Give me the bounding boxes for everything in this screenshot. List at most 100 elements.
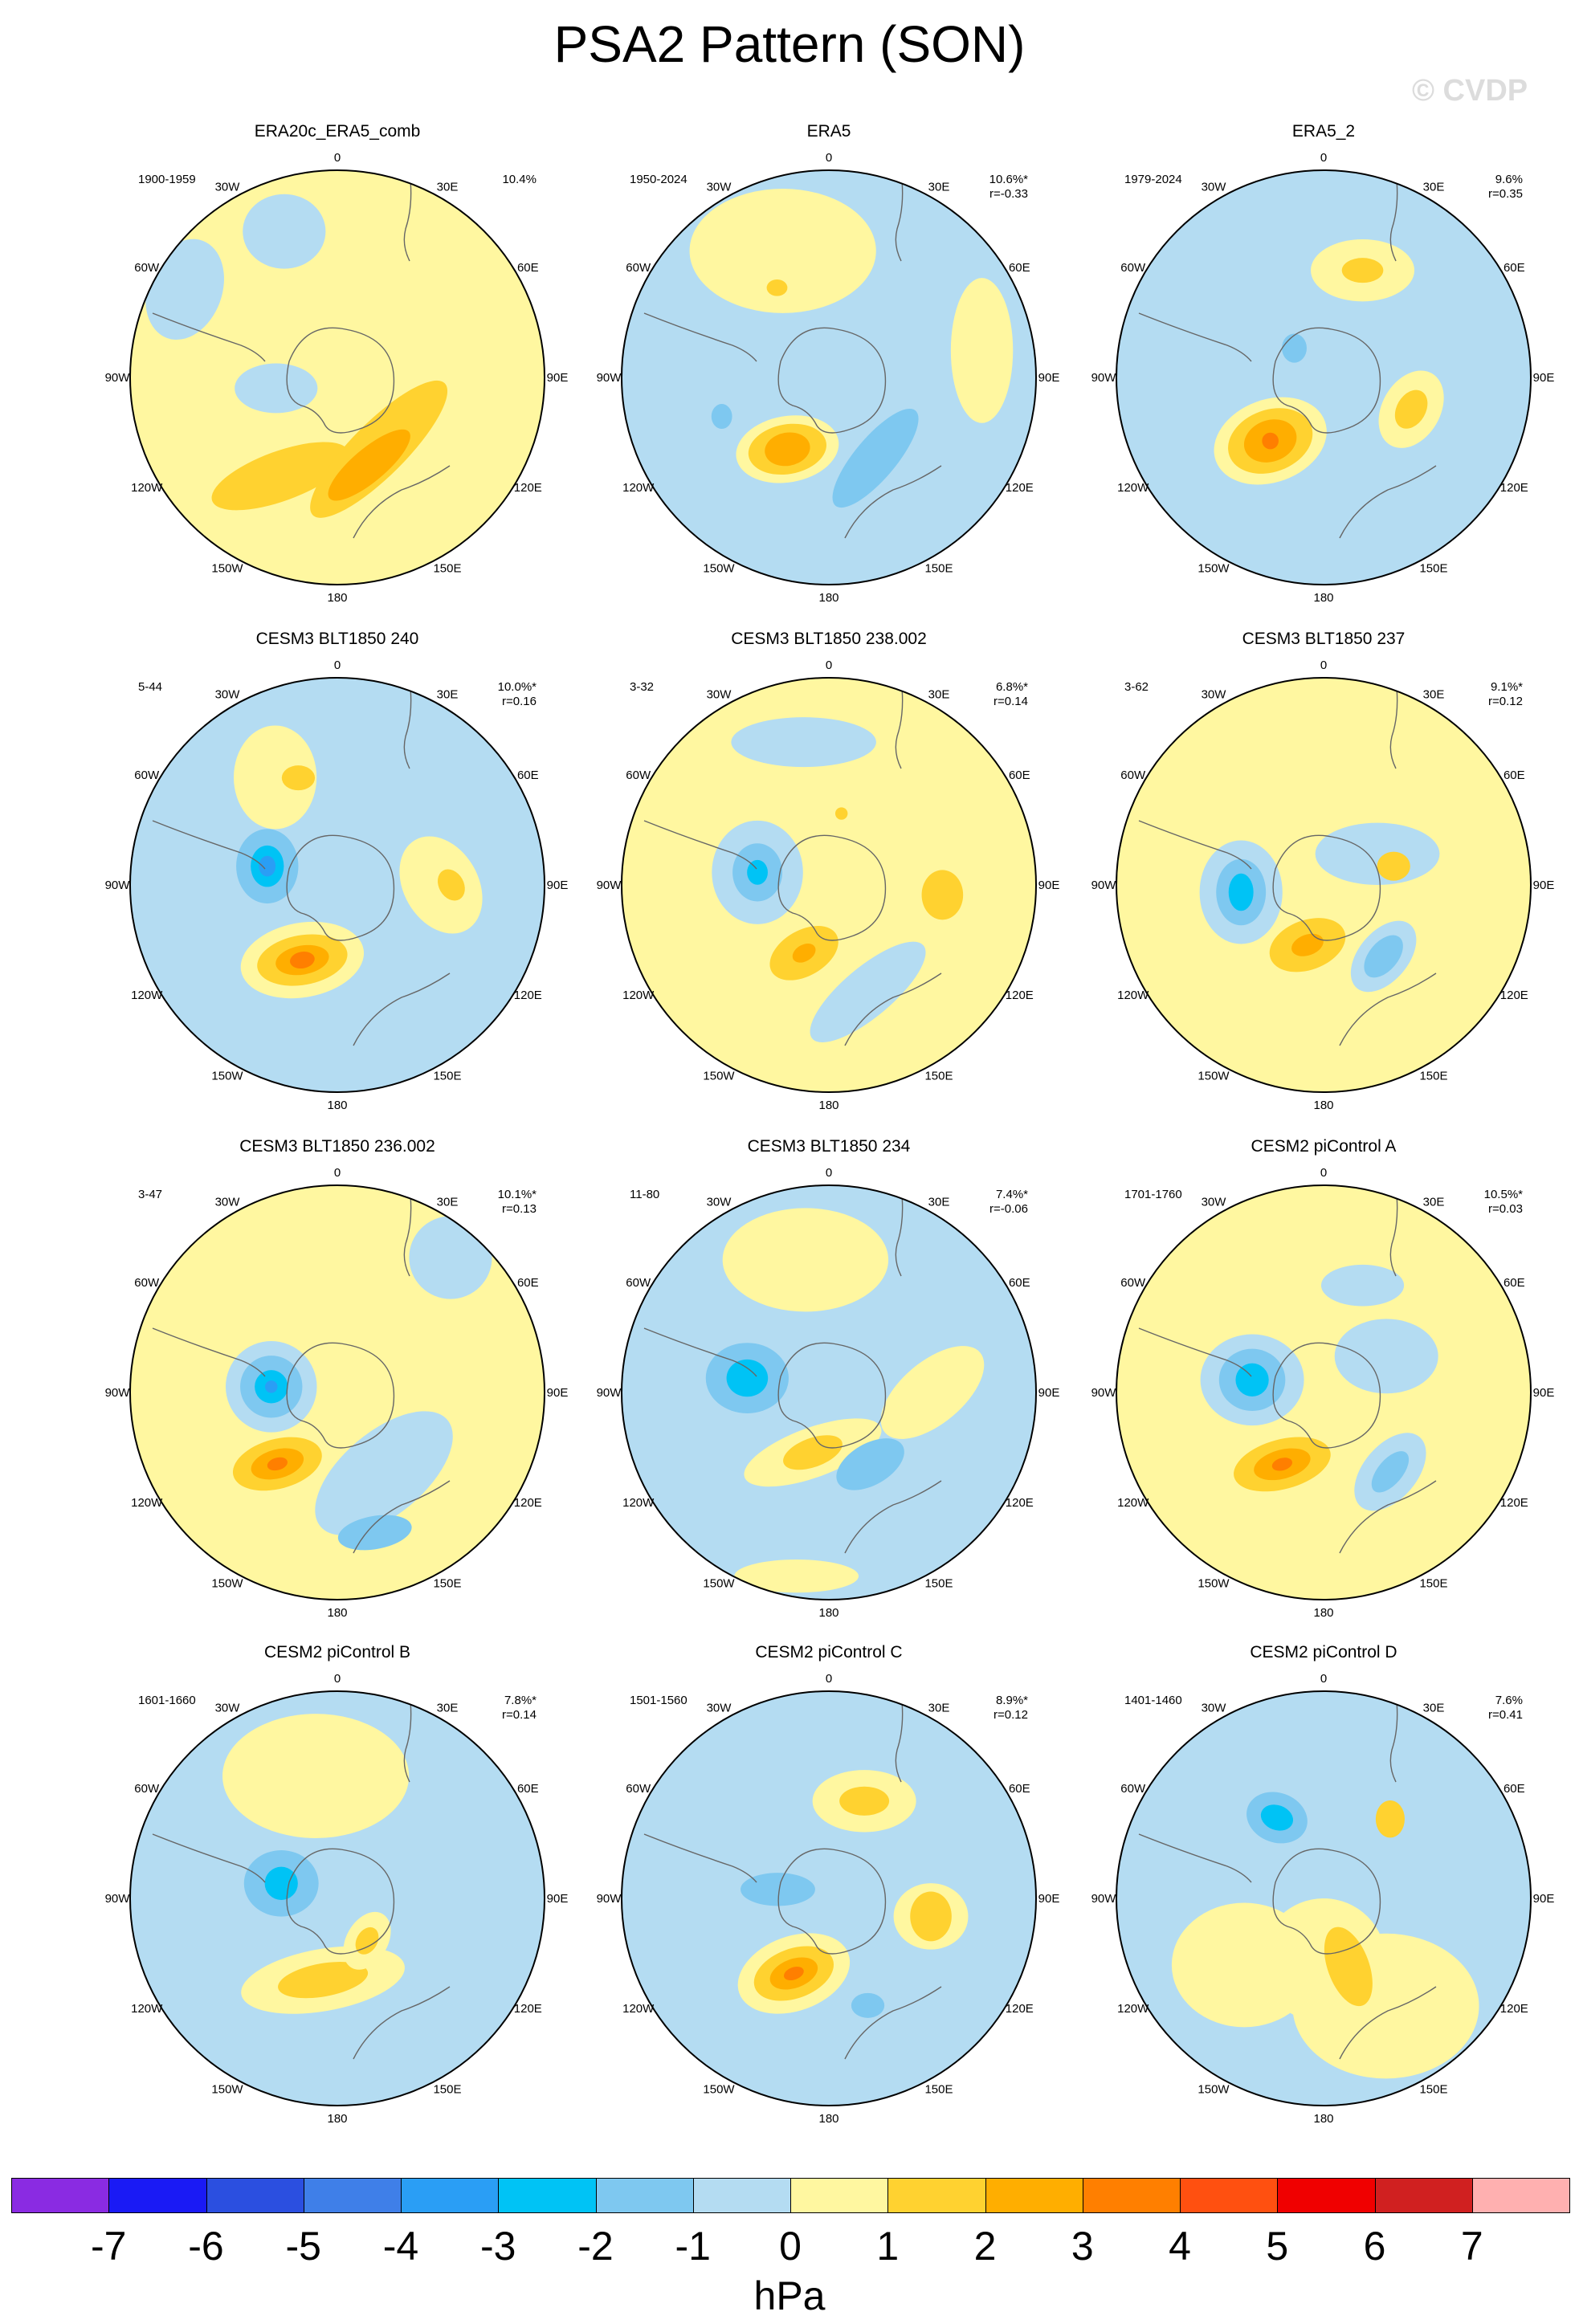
longitude-label: 60W [1120,1782,1146,1796]
longitude-label: 150E [924,561,953,575]
contour-region [834,807,848,820]
colorbar-segment [303,2178,402,2213]
contour-region [259,855,276,877]
longitude-label: 120E [514,2002,542,2016]
longitude-label: 0 [334,658,341,672]
longitude-label: 120W [622,989,655,1002]
coastline [895,1693,904,1783]
longitude-label: 120W [1117,1496,1149,1510]
contour-region [711,404,732,430]
longitude-label: 180 [327,1099,347,1112]
map-border [1116,677,1532,1093]
longitude-label: 150E [1419,2082,1447,2096]
coastline [1389,1187,1398,1277]
map-border [1116,1184,1532,1600]
contour-region [783,1435,843,1470]
panel-title: CESM2 piControl D [1250,1643,1397,1661]
map-border [1116,1690,1532,2106]
longitude-label: 60W [1120,261,1146,275]
contour-region [234,725,317,830]
panel-years: 3-32 [630,680,654,694]
map-panel: CESM3 BLT1850 234 11-80 7.4%* r=-0.06 0 30E 60… [588,1127,1086,1620]
longitude-label: 90E [547,371,569,385]
panel-correlation: r=0.14 [994,695,1028,708]
contour-region [265,1380,278,1393]
longitude-label: 180 [818,1606,838,1620]
panel-variance-pct: 10.1%* [498,1188,537,1201]
colorbar-segment [1180,2178,1279,2213]
longitude-label: 150W [703,561,735,575]
coastline [286,834,395,941]
coastline [777,1848,887,1955]
map-panel: CESM3 BLT1850 240 5-44 10.0%* r=0.16 0 30E 60E… [96,620,594,1112]
panel-years: 11-80 [630,1188,659,1201]
longitude-label: 150W [703,1069,735,1082]
longitude-label: 180 [818,2112,838,2126]
panel-years: 5-44 [138,680,162,694]
longitude-label: 0 [334,1166,341,1180]
longitude-label: 30E [1423,181,1445,194]
colorbar-tick-label: -5 [285,2224,321,2269]
longitude-label: 0 [334,1672,341,1686]
map-border [621,1690,1037,2106]
longitude-label: 90E [1533,879,1555,892]
colorbar-tick-label: 0 [779,2224,802,2269]
longitude-label: 150E [433,561,461,575]
coastline [777,327,887,434]
panel-title: ERA5 [807,122,851,141]
longitude-label: 60E [1504,261,1525,275]
longitude-label: 150E [924,2082,953,2096]
contour-region [722,1208,889,1312]
longitude-label: 90W [105,1386,131,1400]
contour-region [1320,1264,1405,1307]
contour-region [839,1786,890,1816]
longitude-label: 0 [1320,1166,1327,1180]
longitude-label: 30W [707,688,732,702]
map-panel: CESM3 BLT1850 236.002 3-47 10.1%* r=0.13 0 30… [96,1127,594,1620]
contour-region [950,278,1014,423]
coastline [1138,820,1252,870]
colorbar-tick-label: -3 [480,2224,516,2269]
longitude-label: 90E [1533,371,1555,385]
longitude-label: 180 [1313,1099,1333,1112]
coastline [152,820,266,870]
longitude-label: 90W [597,879,622,892]
page-title: PSA2 Pattern (SON) [553,15,1026,73]
contour-region [910,1891,952,1942]
colorbar-tick-label: -6 [188,2224,224,2269]
contour-region [437,869,465,901]
polar-map: CESM2 piControl C 1501-1560 8.9%*r=0.12 0 30… [597,1643,1060,2126]
contour-region [1371,1451,1410,1493]
longitude-label: 0 [334,151,341,165]
longitude-label: 30W [1202,181,1227,194]
contour-region [145,239,224,340]
coastline [844,465,942,539]
panel-title: CESM3 BLT1850 234 [748,1137,911,1156]
panel-variance-pct: 7.8%* [504,1694,537,1707]
contour-region [731,717,876,768]
longitude-label: 30W [215,1702,241,1715]
coastline [1272,1342,1381,1449]
colorbar-units-label: hPa [753,2273,826,2318]
coastline [777,834,887,941]
coastline [403,1693,412,1783]
longitude-label: 60W [134,769,160,782]
panel-title: ERA5_2 [1292,122,1355,141]
coastline [643,820,757,870]
coastline [1389,679,1398,769]
contour-region [792,944,816,963]
panel-variance-pct: 10.5%* [1484,1188,1524,1201]
longitude-label: 0 [826,1672,832,1686]
longitude-label: 150W [703,2082,735,2096]
panel-years: 1401-1460 [1124,1694,1182,1707]
longitude-label: 90E [547,1386,569,1400]
contour-region [921,870,964,920]
colorbar-segment [985,2178,1083,2213]
panel-years: 1900-1959 [138,173,196,186]
contour-region [1364,935,1403,978]
longitude-label: 150E [1419,561,1447,575]
longitude-label: 60E [1504,1276,1525,1290]
colorbar-tick-label: 2 [973,2224,997,2269]
contour-region [1291,933,1324,956]
colorbar-tick-label: -2 [577,2224,614,2269]
